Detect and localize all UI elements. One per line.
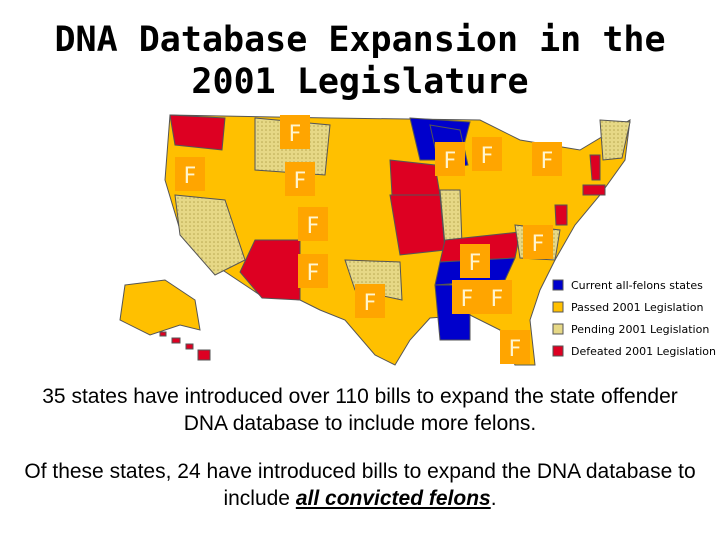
- legend-swatch: [552, 279, 564, 291]
- marker-box: [435, 142, 465, 176]
- marker-label: F: [461, 287, 474, 312]
- alaska: [119, 279, 201, 336]
- legend-swatch: [552, 345, 564, 357]
- marker-label: F: [184, 164, 197, 189]
- title-line: 2001 Legislature: [191, 62, 529, 102]
- state: [389, 194, 446, 256]
- state: [169, 114, 226, 151]
- state: [389, 159, 441, 196]
- marker-box: [452, 280, 482, 314]
- title-line: DNA Database Expansion in the: [54, 20, 666, 60]
- marker-label: F: [444, 149, 457, 174]
- marker-label: F: [541, 149, 554, 174]
- marker-label: F: [307, 214, 320, 239]
- marker-box: [482, 280, 512, 314]
- marker-box: [298, 254, 328, 288]
- paragraph: 35 states have introduced over 110 bills…: [42, 385, 678, 435]
- state: [554, 204, 568, 226]
- marker-box: [523, 225, 553, 259]
- marker-box: [460, 244, 490, 278]
- hawaii: [159, 331, 211, 361]
- legend-swatch: [552, 301, 564, 313]
- state: [174, 194, 246, 276]
- marker-box: [532, 142, 562, 176]
- legend-label: Pending 2001 Legislation: [571, 323, 709, 336]
- marker-label: F: [491, 287, 504, 312]
- state: [239, 239, 301, 301]
- legend-swatch: [552, 323, 564, 335]
- legend-label: Passed 2001 Legislation: [571, 301, 703, 314]
- marker-label: F: [532, 232, 545, 257]
- marker-label: F: [509, 337, 522, 362]
- marker-box: [500, 330, 530, 364]
- marker-label: F: [307, 261, 320, 286]
- marker-label: F: [469, 251, 482, 276]
- marker-box: [285, 162, 315, 196]
- marker-box: [472, 137, 502, 171]
- marker-label: F: [294, 169, 307, 194]
- marker-box: [280, 115, 310, 149]
- legend: Current all-felons states Passed 2001 Leg…: [552, 279, 716, 358]
- marker-label: F: [481, 144, 494, 169]
- marker-label: F: [364, 291, 377, 316]
- marker-box: [175, 157, 205, 191]
- paragraph: Of these states, 24 have introduced bill…: [20, 458, 700, 512]
- state: [582, 184, 606, 196]
- state: [589, 154, 601, 181]
- marker-box: [355, 284, 385, 318]
- state: [599, 119, 631, 161]
- marker-label: F: [289, 122, 302, 147]
- emphasis: all convicted felons: [295, 487, 491, 510]
- legend-label: Current all-felons states: [571, 279, 703, 292]
- legend-label: Defeated 2001 Legislation: [571, 345, 716, 358]
- text: Of these states, 24 have introduced bill…: [24, 460, 696, 510]
- marker-box: [298, 207, 328, 241]
- text: .: [490, 487, 497, 510]
